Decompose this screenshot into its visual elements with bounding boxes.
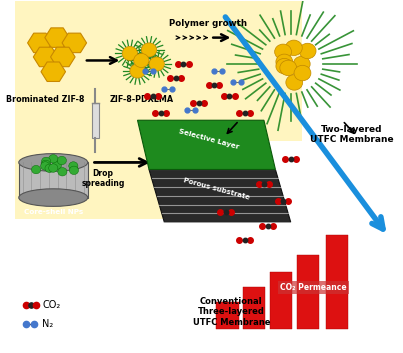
Circle shape	[41, 160, 50, 169]
Circle shape	[45, 164, 54, 173]
Polygon shape	[15, 1, 302, 219]
Text: ZIF-8-PDXLMA: ZIF-8-PDXLMA	[109, 95, 173, 104]
Circle shape	[276, 54, 293, 70]
Text: Conventional
Three-layered
UTFC Membrane: Conventional Three-layered UTFC Membrane	[193, 297, 270, 327]
Circle shape	[49, 164, 58, 172]
Circle shape	[134, 53, 149, 67]
Circle shape	[41, 162, 50, 170]
Circle shape	[294, 65, 311, 81]
Ellipse shape	[19, 189, 88, 207]
Circle shape	[293, 56, 310, 72]
FancyBboxPatch shape	[216, 302, 239, 329]
Text: Selective Layer: Selective Layer	[178, 128, 239, 150]
FancyBboxPatch shape	[243, 287, 266, 329]
Ellipse shape	[19, 154, 88, 171]
Circle shape	[69, 166, 79, 175]
Circle shape	[69, 162, 78, 170]
Circle shape	[299, 43, 316, 59]
Circle shape	[130, 64, 145, 78]
Circle shape	[49, 155, 58, 163]
Circle shape	[31, 165, 41, 174]
Circle shape	[285, 40, 302, 55]
FancyBboxPatch shape	[297, 255, 319, 329]
Text: Brominated ZIF-8: Brominated ZIF-8	[6, 95, 85, 104]
Text: Two-layered
UTFC Membrane: Two-layered UTFC Membrane	[310, 125, 394, 144]
Text: CO₂ Permeance: CO₂ Permeance	[280, 283, 347, 292]
Circle shape	[141, 43, 157, 57]
Circle shape	[52, 161, 62, 169]
FancyBboxPatch shape	[91, 103, 99, 138]
Circle shape	[275, 44, 291, 60]
Circle shape	[42, 157, 51, 166]
Text: Polymer growth: Polymer growth	[169, 19, 247, 28]
Circle shape	[276, 58, 293, 74]
Text: Drop
spreading: Drop spreading	[81, 169, 125, 188]
Polygon shape	[137, 120, 275, 169]
Circle shape	[286, 75, 303, 90]
FancyBboxPatch shape	[19, 162, 88, 198]
Text: N₂: N₂	[42, 319, 54, 329]
Text: Porous substrate: Porous substrate	[182, 177, 250, 201]
Text: CO₂: CO₂	[42, 300, 60, 310]
Circle shape	[122, 46, 137, 60]
FancyBboxPatch shape	[326, 234, 348, 329]
Circle shape	[58, 168, 67, 176]
FancyBboxPatch shape	[270, 273, 292, 329]
Circle shape	[57, 156, 66, 165]
Text: Core-shell NPs: Core-shell NPs	[24, 209, 83, 215]
Circle shape	[149, 57, 164, 71]
Polygon shape	[149, 169, 291, 222]
Circle shape	[280, 60, 297, 76]
